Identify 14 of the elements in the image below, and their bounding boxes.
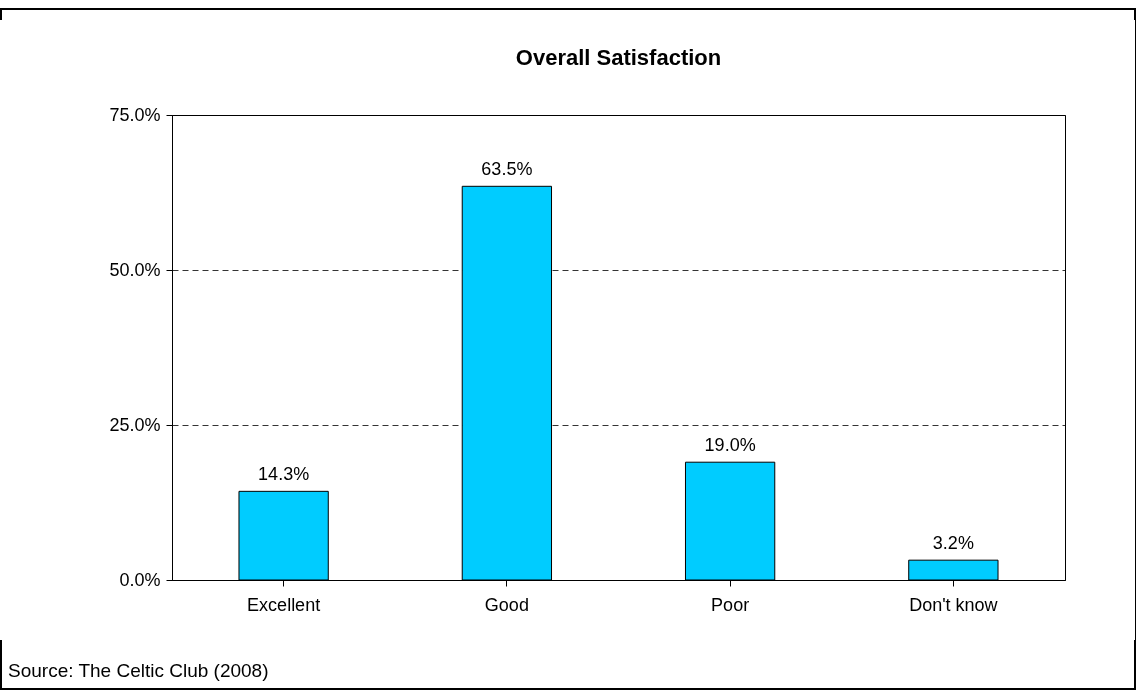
y-tick-label: 75.0% bbox=[109, 104, 161, 125]
x-tick-label: Good bbox=[484, 594, 529, 615]
data-label: 63.5% bbox=[481, 159, 533, 180]
source-note: Source: The Celtic Club (2008) bbox=[8, 660, 269, 682]
data-label: 19.0% bbox=[704, 435, 756, 456]
y-tick-label: 0.0% bbox=[119, 569, 161, 590]
x-tick-label: Poor bbox=[711, 594, 750, 615]
chart-title: Overall Satisfaction bbox=[515, 45, 722, 70]
data-label: 14.3% bbox=[258, 464, 310, 485]
y-tick-label: 25.0% bbox=[109, 414, 161, 435]
y-tick-label: 50.0% bbox=[109, 259, 161, 280]
x-tick-label: Don't know bbox=[909, 594, 999, 615]
x-tick-label: Excellent bbox=[247, 594, 321, 615]
data-label: 3.2% bbox=[932, 533, 974, 554]
